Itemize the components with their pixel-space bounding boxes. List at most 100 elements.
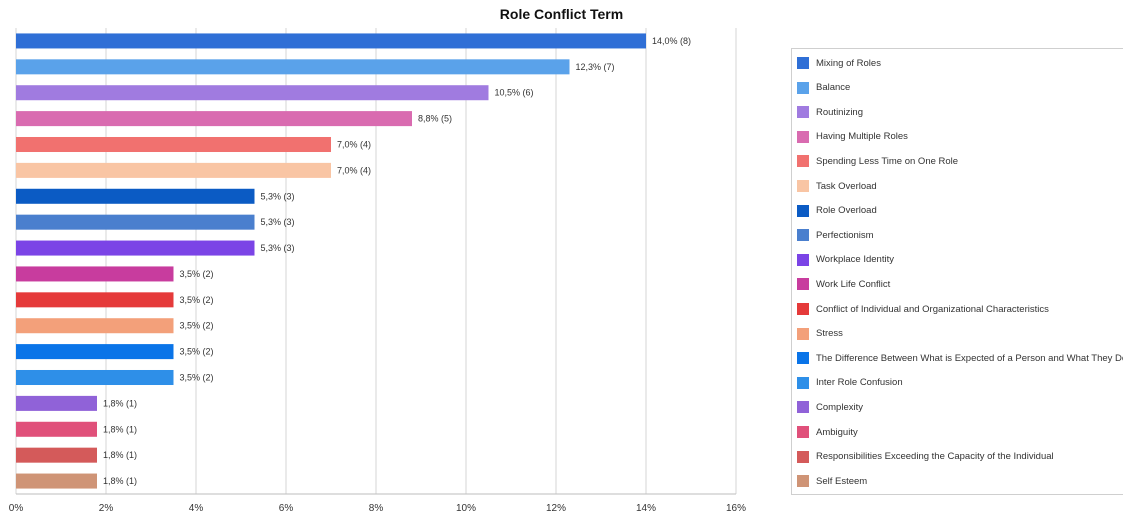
legend-label: Routinizing: [816, 106, 863, 118]
legend-item: Routinizing: [797, 104, 863, 120]
legend-swatch: [797, 376, 809, 389]
data-label: 7,0% (4): [337, 140, 371, 150]
legend-label: Mixing of Roles: [816, 57, 881, 69]
data-label: 1,8% (1): [103, 398, 137, 408]
bar: [16, 395, 97, 411]
bar: [16, 85, 489, 101]
data-label: 1,8% (1): [103, 450, 137, 460]
legend-swatch: [797, 352, 809, 365]
bar: [16, 188, 255, 204]
legend-swatch: [797, 81, 809, 94]
bar: [16, 33, 646, 49]
x-tick-label: 16%: [726, 503, 746, 513]
legend-label: Inter Role Confusion: [816, 377, 903, 389]
legend-item: Workplace Identity: [797, 252, 894, 268]
bar: [16, 111, 412, 127]
data-label: 3,5% (2): [180, 269, 214, 279]
data-label: 3,5% (2): [180, 347, 214, 357]
legend-label: Spending Less Time on One Role: [816, 155, 959, 167]
data-label: 7,0% (4): [337, 165, 371, 175]
bar: [16, 292, 174, 308]
bar-chart: 14,0% (8) 12,3% (7) 10,5% (6) 8,8% (5) 7,0% …: [9, 28, 746, 513]
data-label: 10,5% (6): [495, 88, 534, 98]
legend-label: Having Multiple Roles: [816, 131, 908, 143]
data-label: 3,5% (2): [180, 295, 214, 305]
legend-item: Responsibilities Exceeding the Capacity …: [797, 449, 1054, 465]
legend-swatch: [797, 204, 809, 217]
bar: [16, 447, 97, 463]
x-tick-label: 0%: [9, 503, 24, 513]
chart-legend: Mixing of Roles Balance Routinizing Having …: [791, 48, 1123, 495]
bar: [16, 240, 255, 256]
bar: [16, 266, 174, 282]
x-tick-label: 6%: [279, 503, 294, 513]
legend-swatch: [797, 327, 809, 340]
legend-swatch: [797, 401, 809, 414]
x-tick-label: 4%: [189, 503, 204, 513]
x-tick-label: 8%: [369, 503, 384, 513]
legend-item: Perfectionism: [797, 227, 874, 243]
legend-swatch: [797, 155, 809, 168]
legend-label: Ambiguity: [816, 426, 858, 438]
data-label: 5,3% (3): [261, 243, 295, 253]
legend-swatch: [797, 278, 809, 291]
data-label: 8,8% (5): [418, 114, 452, 124]
bar: [16, 318, 174, 334]
bar: [16, 344, 174, 360]
legend-item: Self Esteem: [797, 473, 867, 489]
bar: [16, 421, 97, 437]
legend-label: Stress: [816, 328, 843, 340]
legend-swatch: [797, 229, 809, 242]
data-label: 1,8% (1): [103, 424, 137, 434]
chart-title: Role Conflict Term: [499, 6, 624, 22]
legend-label: Task Overload: [816, 180, 877, 192]
legend-swatch: [797, 303, 809, 315]
legend-item: Ambiguity: [797, 424, 858, 440]
data-label: 12,3% (7): [576, 62, 615, 72]
legend-item: Mixing of Roles: [797, 55, 881, 71]
legend-item: Task Overload: [797, 178, 877, 194]
legend-swatch: [797, 180, 809, 192]
legend-label: Perfectionism: [816, 229, 874, 241]
legend-item: Conflict of Individual and Organizationa…: [797, 301, 1049, 317]
legend-swatch: [797, 57, 809, 69]
x-tick-label: 12%: [546, 503, 566, 513]
data-label: 3,5% (2): [180, 321, 214, 331]
bar: [16, 473, 97, 489]
legend-label: Balance: [816, 82, 851, 94]
x-tick-label: 10%: [456, 503, 476, 513]
data-label: 14,0% (8): [652, 36, 691, 46]
data-label: 3,5% (2): [180, 373, 214, 383]
legend-item: Having Multiple Roles: [797, 129, 908, 145]
legend-item: Inter Role Confusion: [797, 375, 903, 391]
legend-swatch: [797, 426, 809, 438]
bar: [16, 162, 331, 178]
bar: [16, 136, 331, 153]
legend-label: Role Overload: [816, 205, 877, 217]
legend-swatch: [797, 130, 809, 143]
x-tick-label: 2%: [99, 503, 114, 513]
legend-swatch: [797, 450, 809, 463]
data-label: 5,3% (3): [261, 191, 295, 201]
legend-item: Work Life Conflict: [797, 276, 890, 292]
data-label: 1,8% (1): [103, 476, 137, 486]
bar: [16, 369, 174, 386]
legend-item: Role Overload: [797, 203, 877, 219]
legend-item: Stress: [797, 326, 843, 342]
legend-swatch: [797, 106, 809, 119]
data-label: 5,3% (3): [261, 217, 295, 227]
legend-item: Balance: [797, 80, 850, 96]
legend-label: Work Life Conflict: [816, 278, 891, 290]
legend-label: Complexity: [816, 401, 863, 413]
bar: [16, 59, 570, 75]
legend-label: Conflict of Individual and Organizationa…: [816, 303, 1049, 315]
x-tick-label: 14%: [636, 503, 656, 513]
legend-item: Complexity: [797, 399, 863, 415]
legend-item: Spending Less Time on One Role: [797, 153, 958, 169]
legend-label: Self Esteem: [816, 475, 868, 487]
bar: [16, 214, 255, 230]
legend-label: The Difference Between What is Expected …: [816, 352, 1123, 364]
legend-label: Workplace Identity: [816, 254, 894, 266]
legend-label: Responsibilities Exceeding the Capacity …: [816, 451, 1054, 463]
legend-item: The Difference Between What is Expected …: [797, 350, 1123, 366]
